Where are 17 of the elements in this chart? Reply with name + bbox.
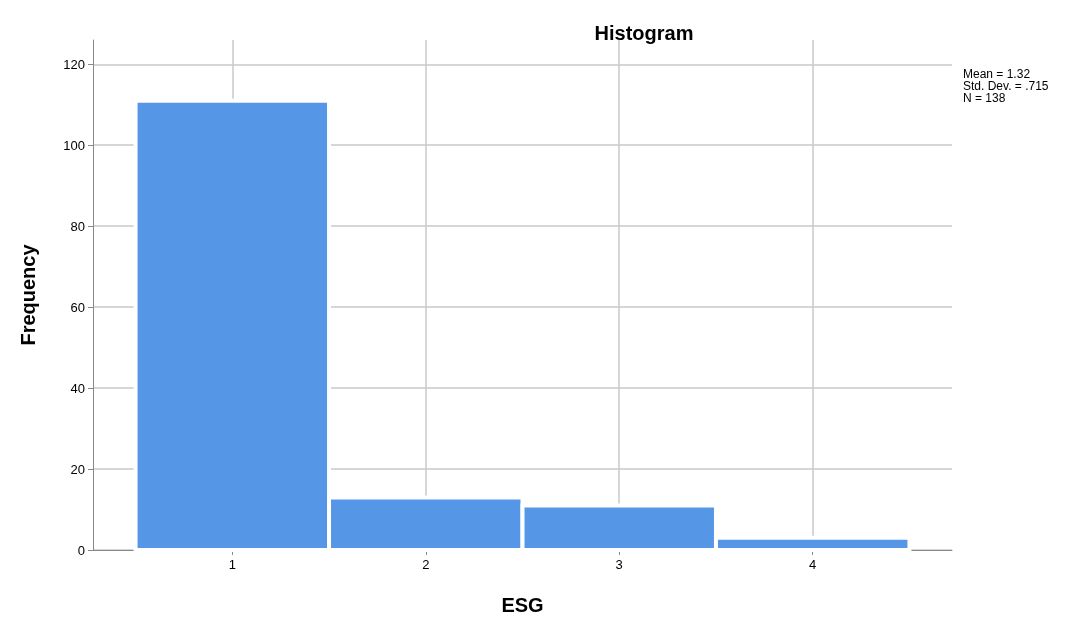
y-tick-label: 120: [63, 56, 85, 72]
x-axis-title: ESG: [501, 594, 544, 616]
text: Std. Dev. = .715: [963, 79, 1049, 93]
x-tick-label: 4: [809, 557, 817, 572]
y-tick-label: 40: [70, 380, 85, 396]
y-axis-title: Frequency: [17, 243, 39, 346]
y-tick-label: 0: [77, 542, 85, 558]
y-tick-label: 60: [70, 299, 85, 315]
y-tick-label: 20: [70, 461, 85, 477]
x-tick-label: 3: [615, 557, 623, 572]
x-tick-label: 2: [422, 557, 430, 572]
x-tick-label: 1: [228, 557, 236, 572]
y-tick-label: 80: [70, 218, 85, 234]
text: Mean = 1.32: [963, 67, 1031, 81]
y-tick-label: 100: [63, 137, 85, 153]
text: N = 138: [963, 91, 1006, 105]
chart-title: Histogram: [594, 22, 694, 44]
